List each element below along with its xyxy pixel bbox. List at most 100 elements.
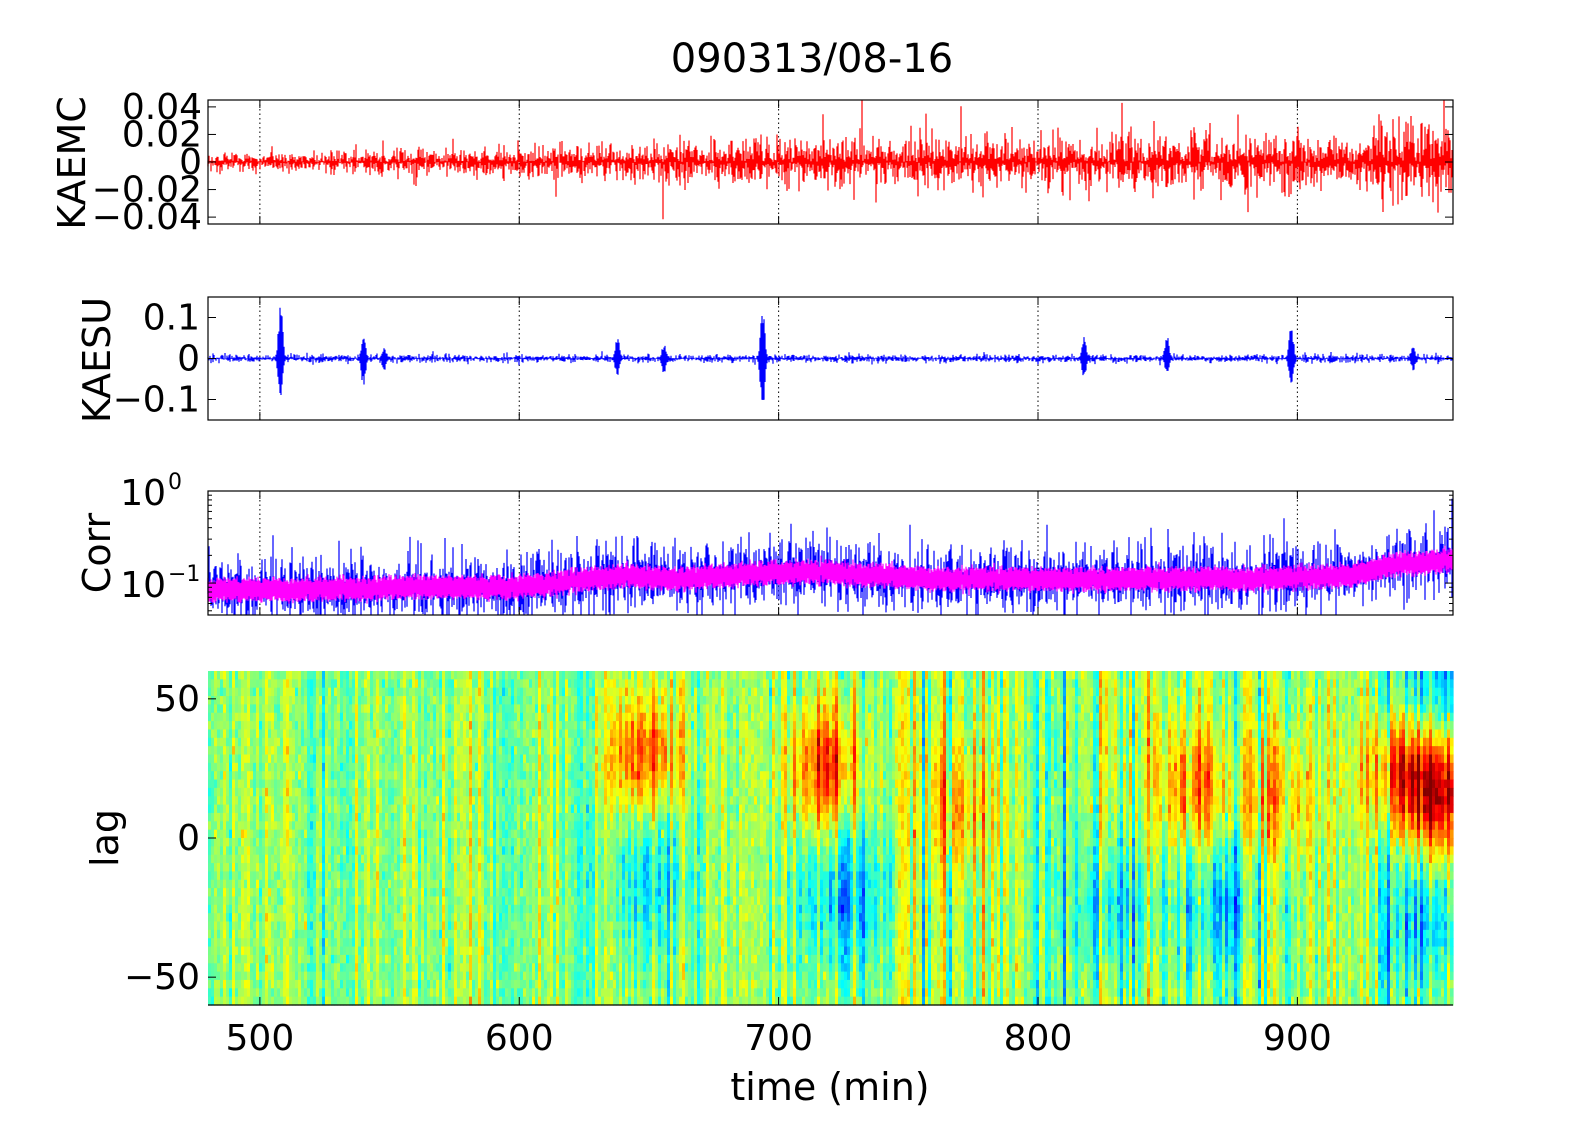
- heatmap-cell: [235, 988, 239, 998]
- heatmap-cell: [301, 913, 305, 923]
- heatmap-cell: [289, 812, 293, 822]
- heatmap-cell: [247, 879, 251, 889]
- heatmap-cell: [268, 671, 272, 680]
- heatmap-cell: [244, 696, 248, 705]
- heatmap-cell: [208, 846, 212, 856]
- heatmap-cell: [292, 821, 296, 831]
- heatmap-cell: [307, 863, 311, 872]
- heatmap-cell: [292, 979, 296, 989]
- heatmap-cell: [313, 879, 317, 889]
- heatmap-cell: [211, 996, 215, 1006]
- heatmap-cell: [265, 921, 269, 931]
- heatmap-cell: [226, 988, 230, 998]
- heatmap-cell: [232, 762, 236, 772]
- heatmap-cell: [262, 679, 266, 689]
- heatmap-cell: [271, 812, 275, 822]
- heatmap-cell: [277, 929, 281, 939]
- heatmap-cell: [316, 963, 320, 973]
- heatmap-cell: [307, 979, 311, 989]
- heatmap-cell: [253, 671, 257, 680]
- heatmap-cell: [280, 946, 284, 956]
- heatmap-cell: [316, 712, 320, 722]
- heatmap-cell: [316, 971, 320, 981]
- heatmap-cell: [235, 737, 239, 747]
- heatmap-cell: [244, 896, 248, 906]
- heatmap-cell: [259, 804, 263, 814]
- heatmap-cell: [223, 746, 227, 756]
- heatmap-cell: [295, 971, 299, 981]
- heatmap-cell: [238, 838, 242, 847]
- heatmap-cell: [298, 787, 302, 797]
- heatmap-cell: [310, 812, 314, 822]
- heatmap-cell: [232, 871, 236, 881]
- heatmap-cell: [220, 838, 224, 847]
- heatmap-cell: [256, 979, 260, 989]
- heatmap-cell: [262, 979, 266, 989]
- heatmap-cell: [214, 971, 218, 981]
- heatmap-cell: [304, 712, 308, 722]
- heatmap-cell: [229, 729, 233, 739]
- heatmap-cell: [211, 921, 215, 931]
- heatmap-cell: [274, 812, 278, 822]
- heatmap-cell: [235, 938, 239, 948]
- heatmap-cell: [268, 921, 272, 931]
- heatmap-cell: [292, 679, 296, 689]
- heatmap-cell: [295, 879, 299, 889]
- heatmap-cell: [208, 896, 212, 906]
- heatmap-cell: [316, 746, 320, 756]
- heatmap-cell: [292, 963, 296, 973]
- heatmap-cell: [283, 871, 287, 881]
- heatmap-cell: [238, 704, 242, 714]
- heatmap-cell: [298, 963, 302, 973]
- heatmap-cell: [286, 838, 290, 847]
- heatmap-cell: [241, 812, 245, 822]
- heatmap-cell: [220, 721, 224, 731]
- heatmap-cell: [313, 746, 317, 756]
- heatmap-cell: [268, 988, 272, 998]
- heatmap-cell: [247, 771, 251, 781]
- heatmap-cell: [283, 879, 287, 889]
- heatmap-cell: [268, 971, 272, 981]
- heatmap-cell: [301, 921, 305, 931]
- heatmap-cell: [265, 946, 269, 956]
- heatmap-cell: [208, 762, 212, 772]
- heatmap-cell: [229, 704, 233, 714]
- heatmap-cell: [244, 812, 248, 822]
- heatmap-cell: [208, 854, 212, 864]
- heatmap-cell: [241, 787, 245, 797]
- heatmap-cell: [307, 988, 311, 998]
- heatmap-cell: [253, 787, 257, 797]
- heatmap-cell: [295, 938, 299, 948]
- heatmap-cell: [280, 737, 284, 747]
- heatmap-cell: [223, 929, 227, 939]
- heatmap-cell: [298, 712, 302, 722]
- heatmap-cell: [295, 796, 299, 806]
- heatmap-cell: [286, 988, 290, 998]
- heatmap-cell: [277, 854, 281, 864]
- heatmap-cell: [250, 971, 254, 981]
- heatmap-cell: [253, 796, 257, 806]
- heatmap-cell: [277, 954, 281, 964]
- heatmap-cell: [265, 712, 269, 722]
- heatmap-cell: [268, 938, 272, 948]
- heatmap-cell: [304, 863, 308, 872]
- heatmap-cell: [241, 671, 245, 680]
- heatmap-cell: [217, 854, 221, 864]
- heatmap-cell: [310, 888, 314, 898]
- heatmap-cell: [298, 854, 302, 864]
- heatmap-cell: [277, 779, 281, 789]
- heatmap-cell: [304, 796, 308, 806]
- heatmap-cell: [229, 863, 233, 872]
- heatmap-cell: [280, 954, 284, 964]
- heatmap-cell: [217, 787, 221, 797]
- heatmap-cell: [271, 938, 275, 948]
- heatmap-cell: [262, 671, 266, 680]
- heatmap-cell: [274, 712, 278, 722]
- heatmap-cell: [301, 979, 305, 989]
- heatmap-cell: [214, 854, 218, 864]
- heatmap-cell: [232, 679, 236, 689]
- heatmap-cell: [253, 771, 257, 781]
- heatmap-cell: [226, 846, 230, 856]
- heatmap-cell: [226, 712, 230, 722]
- heatmap-cell: [316, 846, 320, 856]
